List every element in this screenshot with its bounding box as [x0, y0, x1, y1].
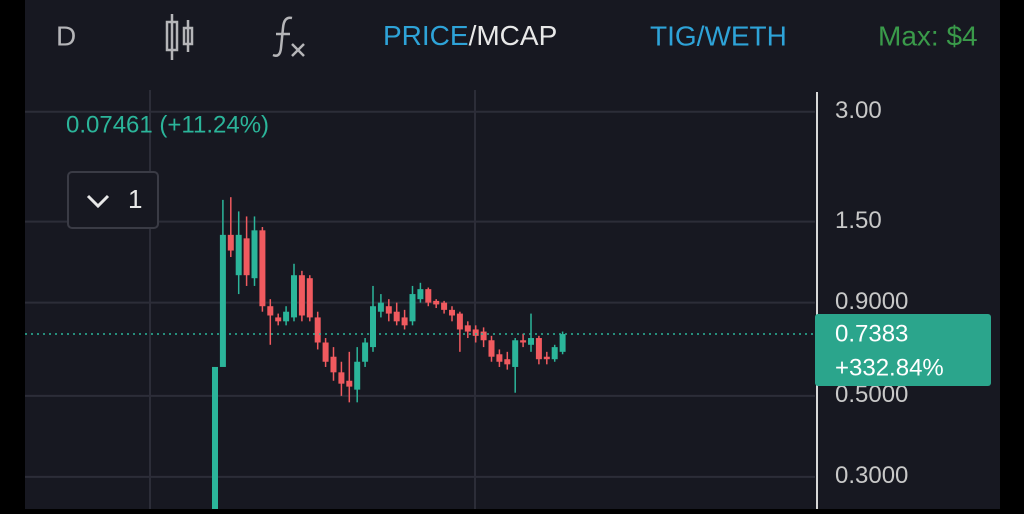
- candle-body: [401, 317, 408, 326]
- candle-body: [417, 289, 424, 300]
- candle-body: [496, 354, 503, 362]
- change-label: +332.84%: [835, 354, 944, 381]
- dropdown[interactable]: [67, 171, 159, 229]
- candle-body: [251, 230, 258, 279]
- y-tick-label: 1.50: [835, 207, 882, 234]
- interval-button[interactable]: D: [56, 20, 76, 51]
- y-tick-label: 0.3000: [835, 462, 908, 489]
- candle-body: [275, 317, 282, 322]
- candle-body: [520, 340, 527, 343]
- candle-body: [472, 329, 479, 336]
- candle-body: [456, 313, 463, 330]
- candle-body: [283, 311, 290, 322]
- candle-body: [322, 342, 329, 362]
- candle-body: [385, 306, 392, 314]
- y-tick-label: 3.00: [835, 97, 882, 124]
- price-mcap-toggle[interactable]: PRICE/MCAP: [383, 20, 557, 51]
- candle-body: [543, 356, 550, 360]
- left-edge: [0, 0, 25, 509]
- last-price-label: 0.7383: [835, 320, 908, 347]
- candle-body: [464, 325, 471, 332]
- candle-body: [393, 311, 400, 322]
- candle-body: [212, 366, 218, 509]
- chevron-icon: [86, 194, 110, 209]
- y-tick-label: 0.9000: [835, 288, 908, 315]
- background: [25, 0, 1000, 509]
- candle-body: [259, 230, 266, 307]
- candle-body: [227, 234, 234, 251]
- candle-body: [362, 342, 369, 362]
- pair-button[interactable]: TIG/WETH: [650, 20, 787, 51]
- candle-body: [267, 306, 274, 316]
- mcap-option[interactable]: /MCAP: [469, 20, 558, 51]
- last-price-tag: [815, 314, 991, 387]
- max-label: Max: $4: [878, 20, 978, 51]
- candle-body: [425, 289, 432, 303]
- candle-body: [330, 356, 337, 373]
- candle-body: [433, 300, 440, 305]
- dropdown-count: 1: [128, 184, 142, 214]
- candle-icon[interactable]: [165, 14, 194, 60]
- candle-body: [409, 294, 416, 322]
- candle-body: [298, 275, 305, 316]
- candle-body: [219, 234, 226, 367]
- candle-body: [354, 361, 361, 390]
- plot: [25, 197, 815, 509]
- candle-body: [370, 306, 376, 348]
- candle-body: [243, 238, 250, 276]
- candle-body: [449, 309, 455, 316]
- candle-body: [338, 372, 345, 384]
- price-option[interactable]: PRICE: [383, 20, 469, 51]
- candle-body: [528, 338, 534, 345]
- candle-body: [291, 275, 297, 318]
- right-edge: [1000, 0, 1024, 509]
- candle-body: [377, 302, 384, 312]
- candle-body: [559, 334, 566, 352]
- legend-value: 0.07461 (+11.24%): [66, 111, 269, 138]
- candle-body: [441, 302, 448, 310]
- candle-body: [314, 317, 321, 343]
- candle-body: [235, 234, 242, 276]
- candle-body: [512, 340, 519, 367]
- candle-body: [504, 359, 511, 365]
- candle-body: [306, 278, 313, 318]
- candle-body: [551, 347, 558, 360]
- candle-body: [480, 331, 487, 341]
- candle-body: [346, 380, 353, 387]
- candle-body: [535, 338, 542, 360]
- indicator-icon[interactable]: [272, 16, 305, 57]
- candle-body: [488, 340, 495, 357]
